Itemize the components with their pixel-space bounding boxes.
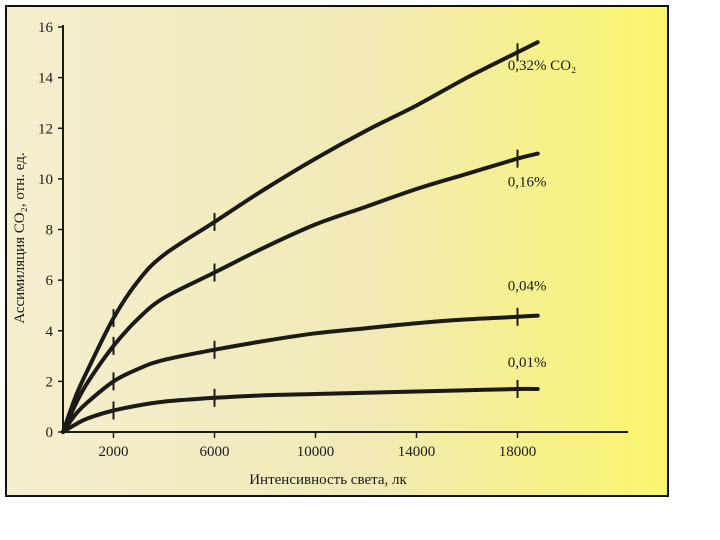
series-label: 0,16% [508,175,547,191]
image-frame [5,5,669,497]
x-tick-label: 2000 [99,444,129,460]
y-tick-label: 12 [38,121,53,137]
x-tick-label: 14000 [398,444,436,460]
y-tick-label: 0 [46,425,54,441]
x-tick-label: 6000 [200,444,230,460]
y-tick-label: 14 [38,71,54,87]
axes [62,25,628,433]
paper-background [6,6,668,496]
series-label: 0,01% [508,355,547,371]
series-label: 0,32% CO₂ [508,58,577,74]
series-line [61,151,540,434]
series-line [61,386,540,434]
x-axis-label: Интенсивность света, лк [249,472,407,488]
series-layer: 0,32% CO₂ 0,16% 0,04% 0,01% [61,40,577,434]
y-axis-ticks: 0 2 4 6 8 10 12 14 16 [38,20,63,441]
y-tick-label: 10 [38,172,53,188]
series-label: 0,04% [508,279,547,295]
series-line [61,313,540,434]
y-axis-label: Ассимиляция CO₂, отн. ед. [12,152,28,323]
y-tick-label: 4 [46,324,54,340]
y-tick-label: 6 [46,273,54,289]
y-tick-label: 2 [46,374,54,390]
x-tick-label: 10000 [297,444,335,460]
y-tick-label: 16 [38,20,54,36]
y-tick-label: 8 [46,223,54,239]
x-tick-label: 18000 [499,444,537,460]
series-line [61,40,540,434]
